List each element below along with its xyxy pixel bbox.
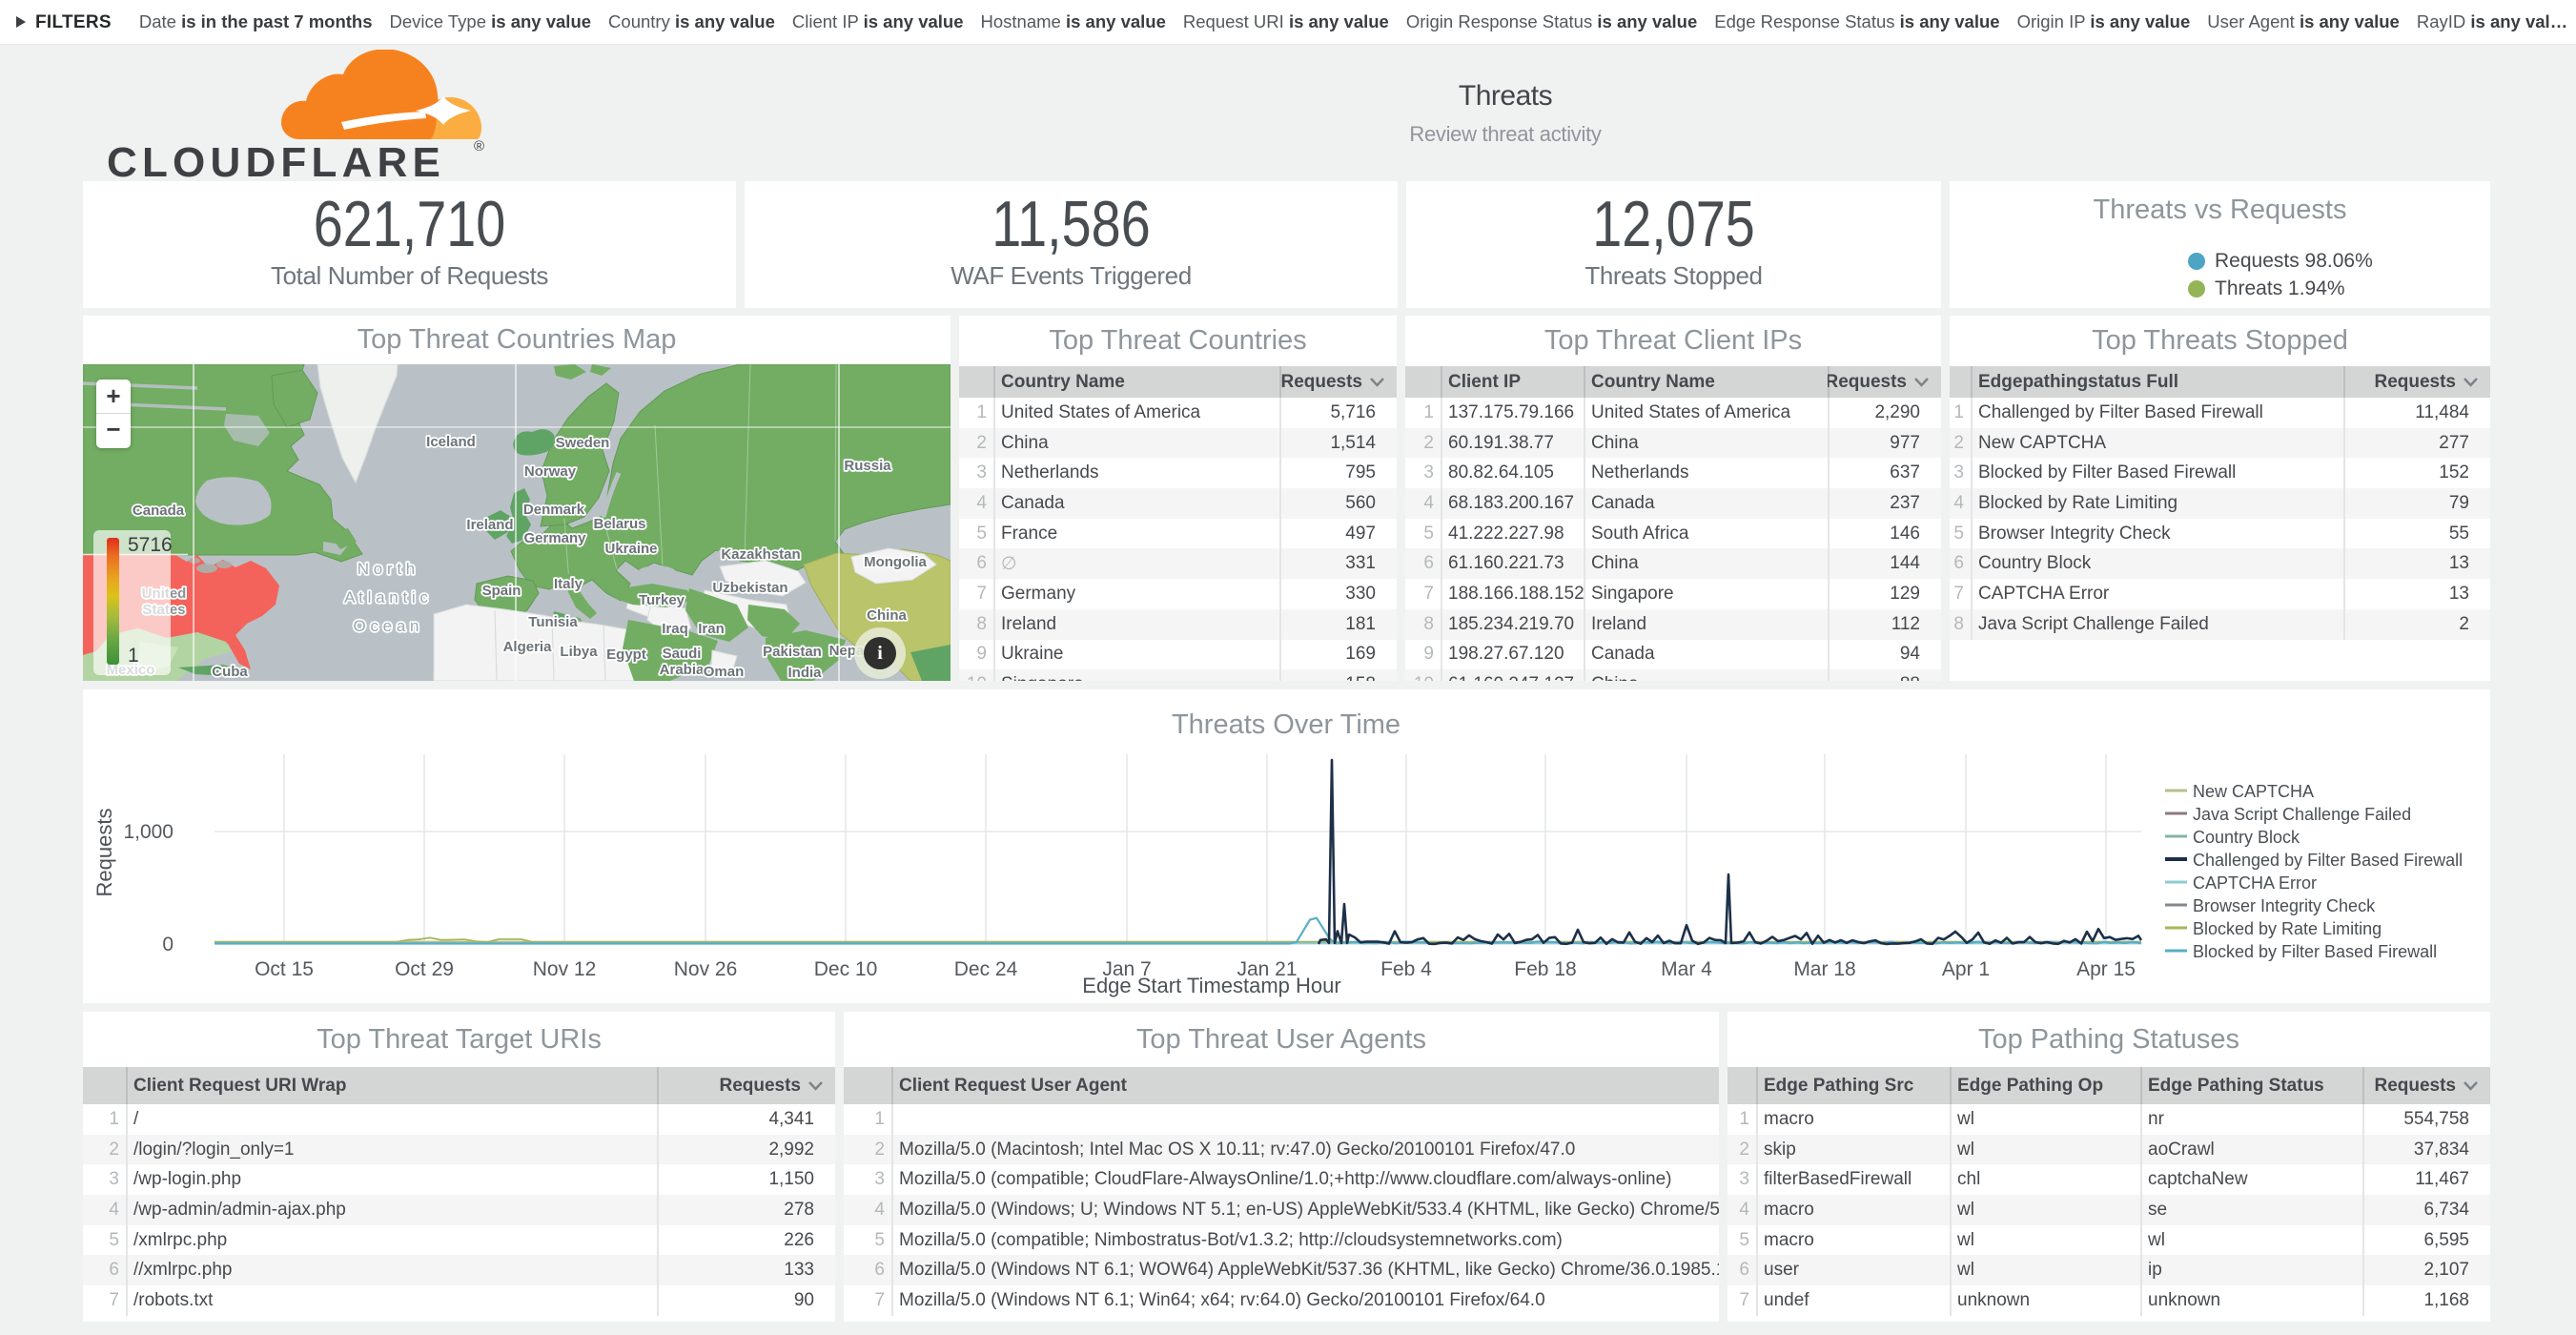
svg-text:Mar 4: Mar 4 <box>1661 958 1712 980</box>
svg-text:Dec 24: Dec 24 <box>954 958 1018 980</box>
svg-text:China: China <box>867 607 907 624</box>
svg-text:Turkey: Turkey <box>639 592 685 608</box>
svg-text:Iran: Iran <box>698 621 725 637</box>
svg-text:Belarus: Belarus <box>593 516 645 532</box>
svg-text:Jan 7: Jan 7 <box>1102 958 1151 980</box>
svg-text:Italy: Italy <box>554 576 583 592</box>
svg-text:Germany: Germany <box>523 530 586 546</box>
svg-text:Arabia: Arabia <box>660 662 705 678</box>
svg-text:Iraq: Iraq <box>662 621 688 637</box>
svg-text:Browser Integrity Check: Browser Integrity Check <box>2193 896 2376 915</box>
svg-text:Oct 15: Oct 15 <box>255 958 314 980</box>
svg-text:Kazakhstan: Kazakhstan <box>721 546 800 563</box>
svg-text:Java Script Challenge Failed: Java Script Challenge Failed <box>2193 805 2411 824</box>
svg-text:Mar 18: Mar 18 <box>1793 958 1855 980</box>
svg-text:Jan 21: Jan 21 <box>1237 958 1297 980</box>
svg-text:Requests: Requests <box>92 809 116 897</box>
svg-text:Uzbekistan: Uzbekistan <box>712 580 787 596</box>
svg-text:Challenged by Filter Based Fir: Challenged by Filter Based Firewall <box>2193 851 2463 870</box>
svg-text:®: ® <box>474 138 484 154</box>
svg-text:Oman: Oman <box>704 664 745 680</box>
svg-text:Feb 18: Feb 18 <box>1514 958 1576 980</box>
svg-text:O c e a n: O c e a n <box>354 617 419 635</box>
svg-text:Spain: Spain <box>482 583 521 599</box>
svg-text:Tunisia: Tunisia <box>528 614 578 630</box>
svg-text:Ukraine: Ukraine <box>604 541 657 557</box>
svg-text:Russia: Russia <box>844 458 891 474</box>
svg-text:Canada: Canada <box>133 503 185 519</box>
svg-text:1,000: 1,000 <box>123 821 174 843</box>
svg-text:N o r t h: N o r t h <box>358 560 415 578</box>
svg-text:CLOUDFLARE: CLOUDFLARE <box>107 139 445 183</box>
svg-text:Ireland: Ireland <box>466 517 513 533</box>
svg-text:Libya: Libya <box>560 644 598 660</box>
svg-text:India: India <box>787 665 822 681</box>
svg-text:Threats Over Time: Threats Over Time <box>1172 709 1400 740</box>
svg-text:Cuba: Cuba <box>212 664 248 680</box>
svg-text:Norway: Norway <box>524 463 577 480</box>
svg-text:Nov 12: Nov 12 <box>533 958 597 980</box>
svg-text:New CAPTCHA: New CAPTCHA <box>2193 782 2314 801</box>
svg-text:Pakistan: Pakistan <box>763 644 822 660</box>
svg-text:Apr 1: Apr 1 <box>1942 958 1990 980</box>
svg-text:Denmark: Denmark <box>523 502 585 518</box>
svg-text:Edge Start Timestamp Hour: Edge Start Timestamp Hour <box>1082 974 1340 997</box>
svg-text:Egypt: Egypt <box>606 647 646 663</box>
svg-text:Mongolia: Mongolia <box>864 554 927 570</box>
svg-text:Dec 10: Dec 10 <box>814 958 878 980</box>
svg-text:Feb 4: Feb 4 <box>1380 958 1432 980</box>
svg-text:Saudi: Saudi <box>663 646 702 662</box>
svg-text:Iceland: Iceland <box>426 434 476 450</box>
svg-text:Blocked by Rate Limiting: Blocked by Rate Limiting <box>2193 919 2382 938</box>
svg-text:Sweden: Sweden <box>556 435 610 451</box>
svg-text:Nov 26: Nov 26 <box>674 958 738 980</box>
svg-text:Algeria: Algeria <box>503 639 553 655</box>
svg-text:Blocked by Filter Based Firewa: Blocked by Filter Based Firewall <box>2193 942 2437 961</box>
svg-text:A t l a n t i c: A t l a n t i c <box>344 588 428 606</box>
svg-text:Oct 29: Oct 29 <box>395 958 454 980</box>
svg-text:CAPTCHA Error: CAPTCHA Error <box>2193 873 2317 893</box>
svg-text:Country Block: Country Block <box>2193 828 2300 847</box>
svg-text:0: 0 <box>162 934 174 955</box>
svg-text:Apr 15: Apr 15 <box>2076 958 2136 980</box>
